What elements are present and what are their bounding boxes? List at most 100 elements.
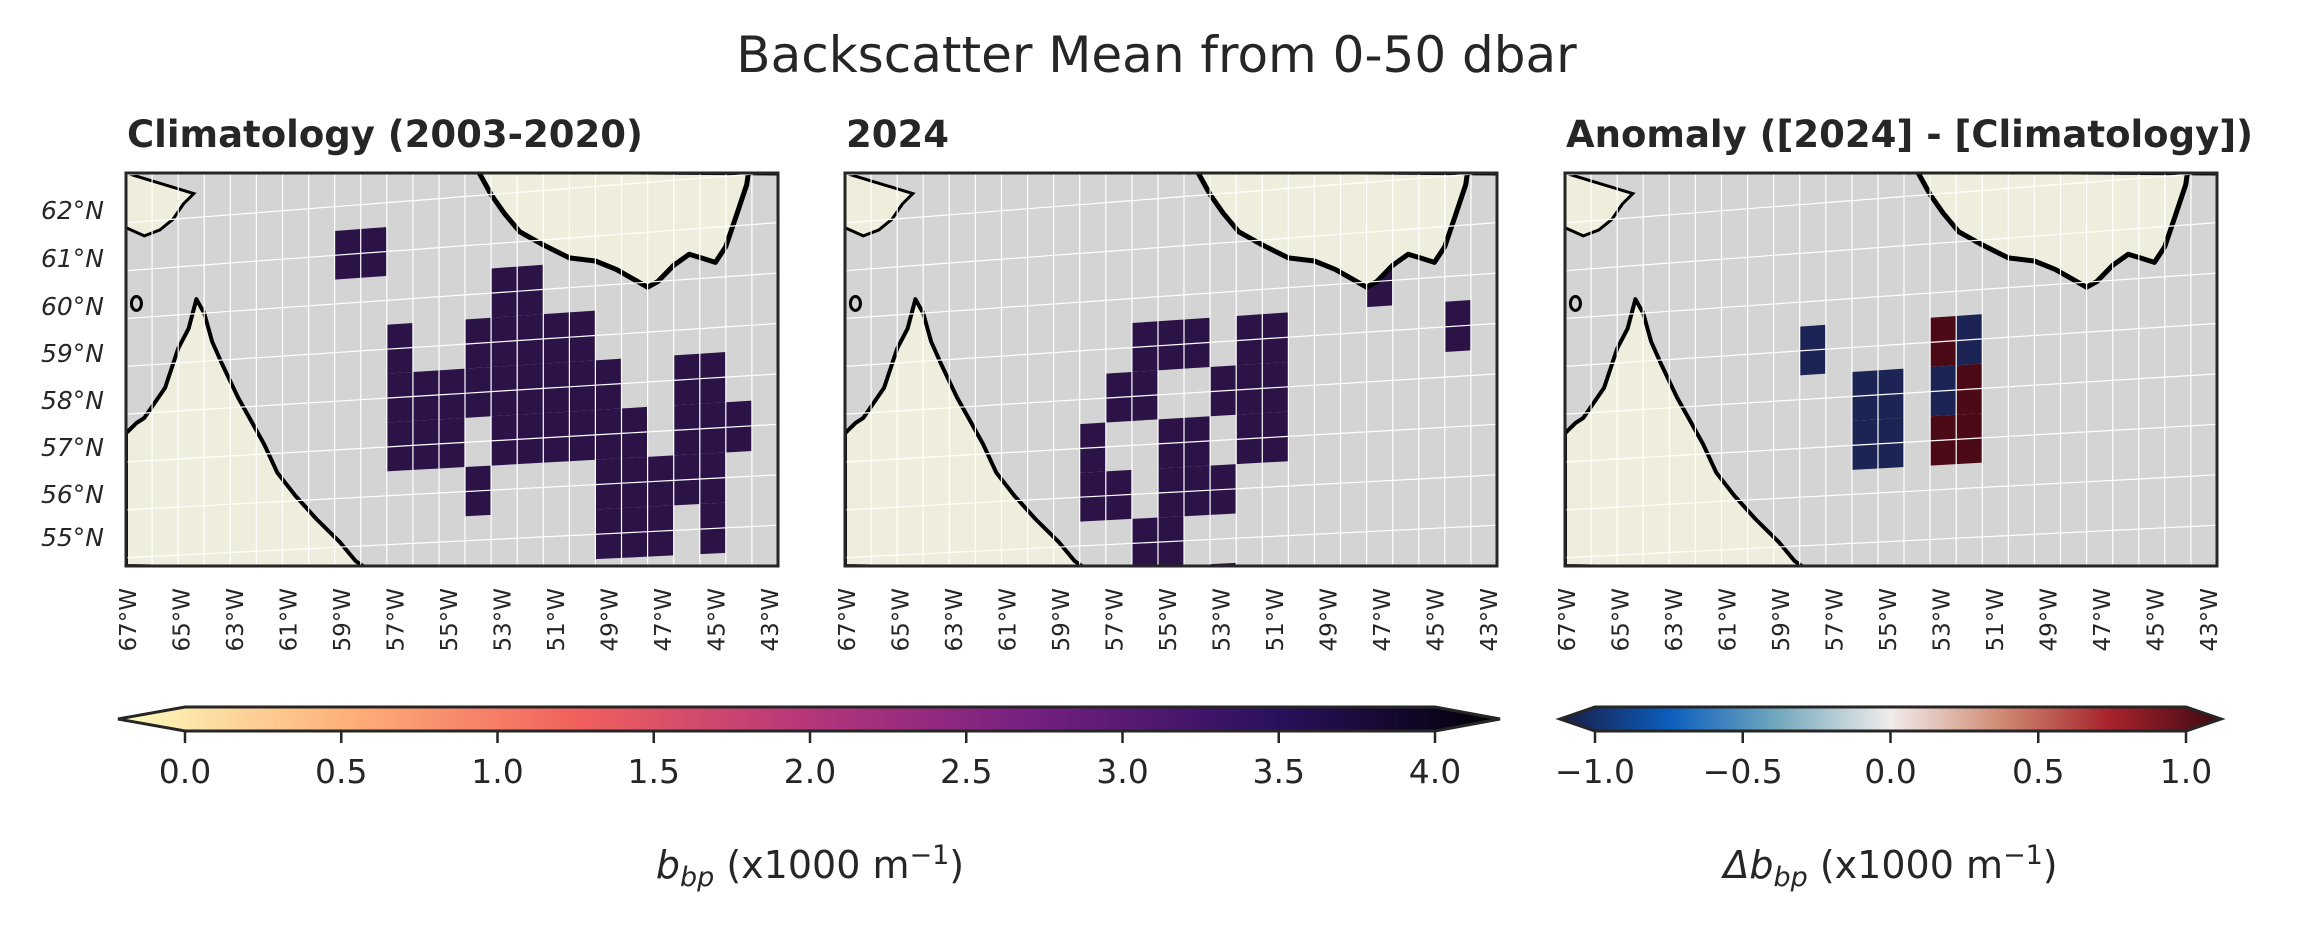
parallel-line bbox=[845, 423, 1497, 463]
colorbar-tick-label: 2.0 bbox=[784, 752, 836, 791]
parallel-line bbox=[1565, 322, 2217, 368]
parallel-line bbox=[126, 524, 778, 559]
figure-title: Backscatter Mean from 0-50 dbar bbox=[736, 26, 1577, 84]
colorbar-tick-label: 0.5 bbox=[315, 752, 367, 791]
parallel-line bbox=[126, 373, 778, 415]
parallel-line bbox=[845, 272, 1497, 320]
panel-title: Climatology (2003-2020) bbox=[127, 113, 643, 156]
lon-label: 47°W bbox=[1370, 588, 1396, 652]
map-panel-y2024: 2024 67°W 65°W 63°W 61°W 59°W 57°W 55°W 53°W 51°W… bbox=[835, 113, 1503, 652]
parallel-line bbox=[845, 173, 1495, 224]
colorbar-label: Δbbp (x1000 m−1) bbox=[1720, 840, 2057, 893]
parallel-line bbox=[845, 373, 1497, 415]
lon-label: 57°W bbox=[1823, 588, 1849, 652]
parallel-line bbox=[1565, 272, 2217, 320]
data-cell bbox=[1131, 517, 1158, 566]
lon-label: 59°W bbox=[1049, 588, 1075, 652]
lon-label: 45°W bbox=[705, 588, 731, 652]
parallel-line bbox=[126, 221, 778, 272]
parallel-line bbox=[1565, 474, 2217, 511]
colorbar-tick-label: 3.0 bbox=[1096, 752, 1148, 791]
map-frame bbox=[1563, 171, 2219, 568]
lon-label: 51°W bbox=[544, 588, 570, 652]
parallel-line bbox=[845, 322, 1497, 368]
colorbar-tick-label: 4.0 bbox=[1409, 752, 1461, 791]
lon-label: 51°W bbox=[1983, 588, 2009, 652]
lon-label: 53°W bbox=[491, 588, 517, 652]
island-icon bbox=[1568, 294, 1582, 312]
parallel-line bbox=[1565, 173, 2215, 224]
parallel-line bbox=[845, 524, 1497, 559]
lon-label: 61°W bbox=[277, 588, 303, 652]
parallel-line bbox=[126, 474, 778, 511]
lon-label: 47°W bbox=[2090, 588, 2116, 652]
lon-label: 49°W bbox=[2037, 588, 2063, 652]
lon-label: 59°W bbox=[1769, 588, 1795, 652]
panel-title: Anomaly ([2024] - [Climatology]) bbox=[1566, 113, 2253, 156]
lat-label: 60°N bbox=[41, 292, 104, 321]
lon-label: 61°W bbox=[996, 588, 1022, 652]
lat-label: 58°N bbox=[41, 386, 104, 415]
colorbar-bbp: 0.0 0.5 1.0 1.5 2.0 2.5 3.0 3.5 4.0 bbp (x1000 m−… bbox=[117, 705, 1501, 893]
lat-label: 55°N bbox=[41, 523, 104, 552]
parallel-line bbox=[1565, 221, 2217, 272]
colorbar-tick-label: 3.5 bbox=[1253, 752, 1305, 791]
colorbar-tick-label: 0.5 bbox=[2012, 752, 2064, 791]
island-icon bbox=[129, 294, 143, 312]
lon-label: 67°W bbox=[116, 588, 142, 652]
lat-label: 62°N bbox=[41, 196, 104, 225]
colorbar-label: bbp (x1000 m−1) bbox=[656, 840, 964, 893]
parallel-line bbox=[126, 322, 778, 368]
colorbar-tick-label: −0.5 bbox=[1703, 752, 1783, 791]
lat-label: 59°N bbox=[41, 339, 104, 368]
lon-label: 55°W bbox=[437, 588, 463, 652]
colorbar-tick-label: −1.0 bbox=[1555, 752, 1635, 791]
lon-label: 63°W bbox=[942, 588, 968, 652]
lon-label: 61°W bbox=[1716, 588, 1742, 652]
lon-label: 51°W bbox=[1263, 588, 1289, 652]
lon-label: 59°W bbox=[330, 588, 356, 652]
map-frame bbox=[843, 171, 1499, 568]
lon-label: 55°W bbox=[1156, 588, 1182, 652]
island-icon bbox=[848, 294, 862, 312]
land-labrador bbox=[845, 297, 1086, 566]
colorbar-gradient bbox=[117, 705, 1501, 733]
colorbar-tick-label: 1.5 bbox=[628, 752, 680, 791]
colorbar-tick-label: 0.0 bbox=[159, 752, 211, 791]
colorbar-tick-label: 1.0 bbox=[2160, 752, 2212, 791]
lon-label: 43°W bbox=[758, 588, 784, 652]
lat-label: 56°N bbox=[41, 480, 104, 509]
colorbar-tick-label: 1.0 bbox=[471, 752, 523, 791]
lon-label: 53°W bbox=[1210, 588, 1236, 652]
lon-label: 65°W bbox=[1609, 588, 1635, 652]
panel-title: 2024 bbox=[846, 113, 949, 156]
parallel-line bbox=[1565, 524, 2217, 559]
lon-label: 57°W bbox=[1103, 588, 1129, 652]
lon-label: 67°W bbox=[835, 588, 861, 652]
lon-label: 47°W bbox=[651, 588, 677, 652]
parallel-line bbox=[126, 173, 776, 224]
lon-label: 45°W bbox=[2144, 588, 2170, 652]
colorbar-anom: −1.0 −0.5 0.0 0.5 1.0 Δbbp (x1000 m−1) bbox=[1555, 705, 2226, 893]
parallel-line bbox=[1565, 373, 2217, 415]
lon-label: 65°W bbox=[170, 588, 196, 652]
parallel-line bbox=[126, 423, 778, 463]
lon-label: 65°W bbox=[889, 588, 915, 652]
lon-label: 63°W bbox=[223, 588, 249, 652]
colorbar-tick-label: 2.5 bbox=[940, 752, 992, 791]
lon-label: 49°W bbox=[1317, 588, 1343, 652]
land-labrador bbox=[126, 297, 367, 566]
parallel-line bbox=[1565, 423, 2217, 463]
lat-label: 57°N bbox=[41, 433, 104, 462]
lon-label: 43°W bbox=[1477, 588, 1503, 652]
lon-label: 53°W bbox=[1930, 588, 1956, 652]
lat-label: 61°N bbox=[41, 244, 104, 273]
lon-label: 49°W bbox=[598, 588, 624, 652]
lon-label: 55°W bbox=[1876, 588, 1902, 652]
parallel-line bbox=[845, 221, 1497, 272]
lon-label: 45°W bbox=[1424, 588, 1450, 652]
lon-label: 67°W bbox=[1555, 588, 1581, 652]
map-panel-anom: Anomaly ([2024] - [Climatology]) 67°W 65°W… bbox=[1555, 113, 2253, 652]
colorbar-gradient bbox=[1555, 705, 2226, 733]
colorbar-tick-label: 0.0 bbox=[1864, 752, 1916, 791]
